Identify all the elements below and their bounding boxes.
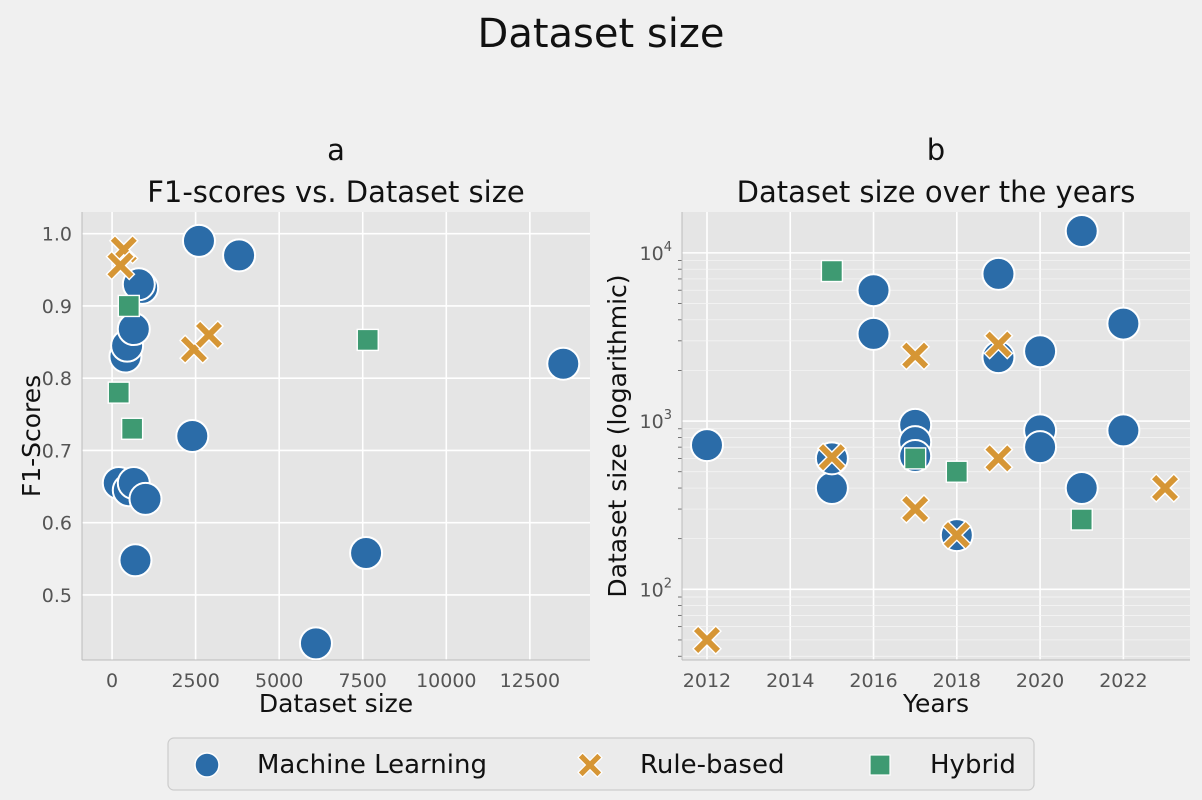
- x-axis-label: Years: [902, 689, 969, 718]
- rule-based-point: [105, 250, 136, 281]
- y-tick-label: 102: [640, 576, 672, 601]
- rule-based-point: [983, 443, 1014, 474]
- legend-x-marker: [577, 752, 603, 778]
- hybrid-point: [945, 460, 969, 483]
- hybrid-point: [107, 381, 130, 404]
- legend: Machine Learning Rule-based Hybrid: [167, 737, 1035, 791]
- y-tick-label: 103: [640, 408, 672, 433]
- panel-a: 0 2500 5000 7500 10000 12500 0.5 0.6 0.7 0.8 0.9 1.…: [17, 133, 590, 718]
- rule-based-point: [691, 624, 722, 655]
- y-tick-label: 0.5: [42, 585, 72, 607]
- x-tick-label: 0: [106, 670, 118, 692]
- plot-area: [82, 212, 590, 660]
- plot-area: [682, 212, 1190, 660]
- hybrid-point: [903, 447, 927, 470]
- y-tick-label: 0.6: [42, 513, 72, 535]
- legend-item-hybrid: Hybrid: [869, 750, 1016, 780]
- ml-point: [1106, 306, 1141, 341]
- ml-point: [175, 419, 210, 453]
- legend-frame: [167, 737, 1035, 791]
- hybrid-point: [117, 294, 140, 318]
- ml-point: [981, 256, 1016, 291]
- ml-point: [222, 238, 257, 273]
- hybrid-point: [1070, 508, 1093, 531]
- ml-point: [1106, 413, 1141, 448]
- legend-label-hybrid: Hybrid: [930, 750, 1016, 780]
- legend-square-marker: [869, 754, 891, 776]
- ml-point: [181, 223, 216, 258]
- ml-point: [298, 626, 333, 660]
- x-tick-label: 12500: [500, 670, 560, 692]
- panel-b: 2012 2014 2016 2018 2020 2022 102 103 104 b Datase…: [603, 133, 1190, 718]
- markers: [101, 223, 581, 660]
- legend-label-machine-learning: Machine Learning: [257, 750, 487, 780]
- y-tick-label: 0.9: [42, 296, 72, 318]
- y-tick-label: 1.0: [42, 224, 72, 246]
- ml-point: [128, 481, 163, 516]
- ml-point: [1023, 334, 1058, 369]
- ml-point: [689, 428, 724, 463]
- hybrid-point: [120, 417, 144, 440]
- ml-point: [1023, 430, 1058, 465]
- x-tick-label: 2012: [683, 670, 731, 692]
- rule-based-point: [816, 442, 847, 473]
- panel-label: b: [927, 133, 945, 167]
- ml-point: [1064, 213, 1099, 248]
- panel-title: Dataset size over the years: [737, 175, 1136, 209]
- ml-point: [546, 346, 581, 381]
- x-tick-label: 2016: [849, 670, 897, 692]
- legend-item-machine-learning: Machine Learning: [194, 750, 487, 780]
- legend-circle-marker: [194, 752, 220, 778]
- figure-title: Dataset size: [478, 11, 725, 57]
- x-tick-label: 10000: [416, 670, 476, 692]
- x-tick-label: 7500: [339, 670, 387, 692]
- y-axis-label: Dataset size (logarithmic): [603, 274, 632, 597]
- ml-point: [349, 536, 384, 571]
- rule-based-point: [194, 319, 224, 350]
- rule-based-point: [983, 329, 1014, 360]
- ml-point: [116, 312, 151, 347]
- x-tick-label: 2018: [933, 670, 981, 692]
- ml-point: [1064, 471, 1099, 506]
- markers: [689, 213, 1181, 655]
- panel-label: a: [327, 133, 345, 167]
- ml-point: [856, 316, 891, 351]
- hybrid-point: [820, 259, 844, 283]
- ml-point: [856, 273, 891, 308]
- rule-based-point: [900, 494, 931, 525]
- ml-point: [118, 543, 153, 578]
- rule-based-point: [1150, 473, 1181, 504]
- x-tick-label: 2020: [1016, 670, 1064, 692]
- y-tick-label: 0.7: [42, 440, 72, 462]
- x-tick-label: 2022: [1099, 670, 1147, 692]
- rule-based-point: [900, 340, 931, 371]
- legend-item-rule-based: Rule-based: [577, 750, 784, 780]
- legend-label-rule-based: Rule-based: [640, 750, 784, 780]
- rule-based-point: [941, 520, 972, 551]
- y-tick-label: 0.8: [42, 368, 72, 390]
- y-tick-label: 104: [640, 240, 672, 265]
- y-axis-label: F1-Scores: [17, 375, 46, 497]
- panel-title: F1-scores vs. Dataset size: [147, 175, 525, 209]
- hybrid-point: [356, 328, 379, 352]
- x-tick-label: 2014: [766, 670, 814, 692]
- x-tick-label: 5000: [255, 670, 303, 692]
- x-tick-label: 2500: [171, 670, 219, 692]
- x-axis-label: Dataset size: [259, 689, 413, 718]
- ml-point: [814, 471, 849, 506]
